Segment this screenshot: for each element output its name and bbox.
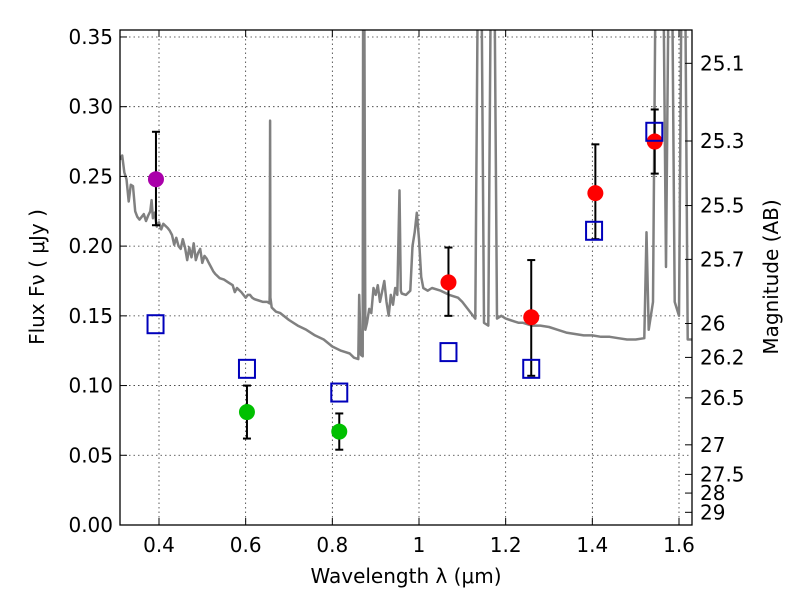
x-axis-title: Wavelength λ (μm) [310, 564, 501, 588]
model-bandpass-square [237, 358, 256, 379]
y-tick-label: 0.00 [68, 513, 113, 537]
magnitude-tick-label: 26.2 [700, 345, 745, 369]
magnitude-tick-label: 27.5 [700, 462, 745, 486]
observed-nir-point [440, 274, 457, 291]
observed-visible-point [238, 404, 255, 421]
y-tick-label: 0.30 [68, 95, 113, 119]
x-tick-label: 0.6 [230, 533, 262, 557]
x-tick-label: 1.6 [663, 533, 695, 557]
magnitude-tick-label: 26 [700, 312, 725, 336]
model-spectrum-layer [120, 30, 692, 361]
data-points-layer [146, 108, 664, 451]
x-tick-label: 0.8 [316, 533, 348, 557]
model-bandpass-square [585, 220, 604, 241]
model-bandpass-square [439, 342, 458, 363]
model-bandpass-square [330, 382, 349, 403]
observed-optical-point [147, 171, 164, 188]
magnitude-tick-label: 25.3 [700, 129, 745, 153]
observed-nir-point [587, 185, 604, 202]
model-bandpass-square [645, 121, 664, 142]
y-tick-label: 0.15 [68, 304, 113, 328]
magnitude-tick-label: 28 [700, 481, 725, 505]
y-axis-title: Flux Fν ( μJy ) [25, 209, 49, 345]
model-spectrum-line [120, 30, 692, 361]
y-tick-label: 0.35 [68, 25, 113, 49]
axis-ticks: 0.4 0.6 0.8 1 1.2 1.4 1.6 0.00 0.05 0.10 0.15 0.20 0… [68, 25, 744, 557]
magnitude-tick-label: 29 [700, 500, 725, 524]
y-tick-label: 0.10 [68, 374, 113, 398]
model-bandpass-square [146, 314, 165, 335]
magnitude-tick-label: 27 [700, 433, 725, 457]
y-tick-label: 0.20 [68, 234, 113, 258]
y-tick-label: 0.25 [68, 164, 113, 188]
magnitude-tick-label: 25.5 [700, 194, 745, 218]
x-tick-label: 0.4 [143, 533, 175, 557]
y-tick-label: 0.05 [68, 443, 113, 467]
x-tick-label: 1 [413, 533, 426, 557]
grid [120, 30, 692, 525]
magnitude-tick-label: 26.5 [700, 386, 745, 410]
magnitude-tick-label: 25.1 [700, 51, 745, 75]
model-bandpass-square [522, 358, 541, 379]
observed-nir-point [523, 309, 540, 326]
x-tick-label: 1.4 [576, 533, 608, 557]
y2-axis-title: Magnitude (AB) [759, 199, 783, 354]
plot-frame [119, 29, 693, 526]
magnitude-tick-label: 25.7 [700, 247, 745, 271]
observed-visible-point [331, 423, 348, 440]
x-tick-label: 1.2 [490, 533, 522, 557]
